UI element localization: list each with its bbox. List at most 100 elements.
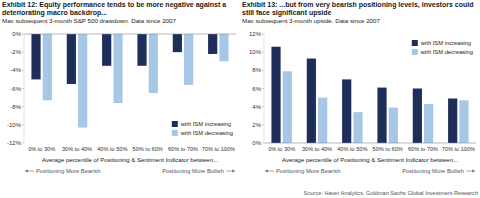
bar	[389, 108, 398, 143]
annotation: Positioning More Bearish	[276, 168, 340, 174]
bar	[413, 89, 422, 144]
y-tick	[262, 34, 264, 35]
bar	[459, 100, 468, 143]
y-tick	[22, 34, 24, 35]
y-tick-label: 12%	[249, 31, 262, 37]
x-tick-label: 50% to 60%	[373, 146, 403, 152]
y-tick-label: 6%	[252, 86, 261, 92]
y-axis-line	[264, 34, 265, 143]
legend-swatch	[412, 49, 418, 55]
y-tick	[22, 143, 24, 144]
chart-root: Exhibit 12: Equity performance tends to …	[0, 0, 480, 198]
legend-label: with ISM increasing	[180, 121, 231, 127]
y-tick	[262, 143, 264, 144]
bar	[43, 34, 52, 100]
arrow-head	[232, 170, 235, 173]
legend-label: with ISM decreasing	[420, 49, 473, 55]
legend-label: with ISM increasing	[420, 40, 471, 46]
arrow-head	[265, 170, 268, 173]
arrow-head	[25, 170, 28, 173]
annotation: Positioning More Bullish	[162, 168, 224, 174]
x-tick-label: 50% to 60%	[133, 146, 163, 152]
bar	[283, 71, 292, 143]
y-tick	[262, 88, 264, 89]
bar	[67, 34, 76, 84]
baseline	[264, 143, 476, 144]
x-tick-label: 70% to 100%	[202, 146, 235, 152]
y-tick	[262, 52, 264, 53]
annotation-arrow	[25, 171, 34, 172]
legend-swatch	[172, 130, 178, 136]
bar	[377, 88, 386, 143]
bar	[448, 98, 457, 143]
legend-swatch	[412, 40, 418, 46]
x-tick-label: 30% to 40%	[62, 146, 92, 152]
bar	[173, 34, 182, 52]
title-line: still face significant upside	[242, 9, 332, 17]
x-tick-label: 0% to 30%	[28, 146, 55, 152]
y-axis-line	[24, 34, 25, 143]
bar	[271, 47, 280, 143]
legend: with ISM increasing with ISM decreasing	[412, 40, 473, 55]
y-tick-label: 10%	[249, 49, 262, 55]
panel: Exhibit 12: Equity performance tends to …	[2, 1, 236, 174]
arrow-head	[472, 170, 475, 173]
title: Exhibit 13: ...but from very bearish pos…	[242, 1, 473, 17]
legend-label: with ISM decreasing	[180, 130, 233, 136]
x-tick-label: 0% to 30%	[268, 146, 295, 152]
source: Source: Haver Analytics, Goldman Sachs G…	[304, 190, 478, 196]
y-tick-label: -12%	[7, 140, 22, 146]
bar	[184, 34, 193, 85]
x-tick-label: 70% to 100%	[442, 146, 475, 152]
legend: with ISM increasing with ISM decreasing	[172, 121, 233, 136]
y-tick	[262, 70, 264, 71]
y-tick-label: -10%	[7, 122, 22, 128]
y-tick-label: 0%	[12, 31, 21, 37]
bar	[342, 79, 351, 143]
bars	[31, 34, 228, 128]
y-tick-label: -6%	[10, 86, 21, 92]
title-line: deteriorating macro backdrop...	[2, 9, 107, 17]
bar	[137, 34, 146, 66]
bar	[149, 34, 158, 93]
x-axis-label: Average percentile of Positioning & Sent…	[42, 157, 218, 163]
x-tick-label: 40% to 50%	[97, 146, 127, 152]
bar	[113, 34, 122, 103]
legend-swatch	[172, 121, 178, 127]
y-tick	[22, 124, 24, 125]
title-line: Exhibit 12: Equity performance tends to …	[2, 1, 226, 9]
bar	[102, 34, 111, 66]
bar	[208, 34, 217, 54]
title: Exhibit 12: Equity performance tends to …	[2, 1, 226, 17]
annotation: Positioning More Bullish	[402, 168, 464, 174]
y-tick-label: 8%	[252, 67, 261, 73]
x-axis-label: Average percentile of Positioning & Sent…	[282, 157, 458, 163]
title-line: Exhibit 13: ...but from very bearish pos…	[242, 1, 473, 9]
bars	[271, 47, 468, 143]
subtitle: Max subsequent 3-month upside. Data sinc…	[242, 17, 380, 24]
y-tick	[262, 106, 264, 107]
annotation-arrow	[265, 171, 274, 172]
bar	[318, 98, 327, 143]
bar	[219, 34, 228, 61]
annotation: Positioning More Bearish	[36, 168, 100, 174]
x-tick-label: 60% to 70%	[168, 146, 198, 152]
y-tick	[22, 52, 24, 53]
annotation-arrow	[466, 171, 475, 172]
bar	[31, 34, 40, 79]
bar	[78, 34, 87, 128]
y-tick-label: 0%	[252, 140, 261, 146]
y-tick-label: 4%	[252, 104, 261, 110]
annotation-arrow	[226, 171, 235, 172]
bar	[307, 59, 316, 143]
panel: Exhibit 13: ...but from very bearish pos…	[242, 1, 476, 174]
bar	[424, 104, 433, 143]
y-tick	[22, 106, 24, 107]
y-tick	[262, 124, 264, 125]
y-tick-label: 2%	[252, 122, 261, 128]
y-tick	[22, 88, 24, 89]
y-tick-label: -8%	[10, 104, 21, 110]
y-tick-label: -2%	[10, 49, 21, 55]
bar	[353, 112, 362, 143]
x-tick-label: 30% to 40%	[302, 146, 332, 152]
